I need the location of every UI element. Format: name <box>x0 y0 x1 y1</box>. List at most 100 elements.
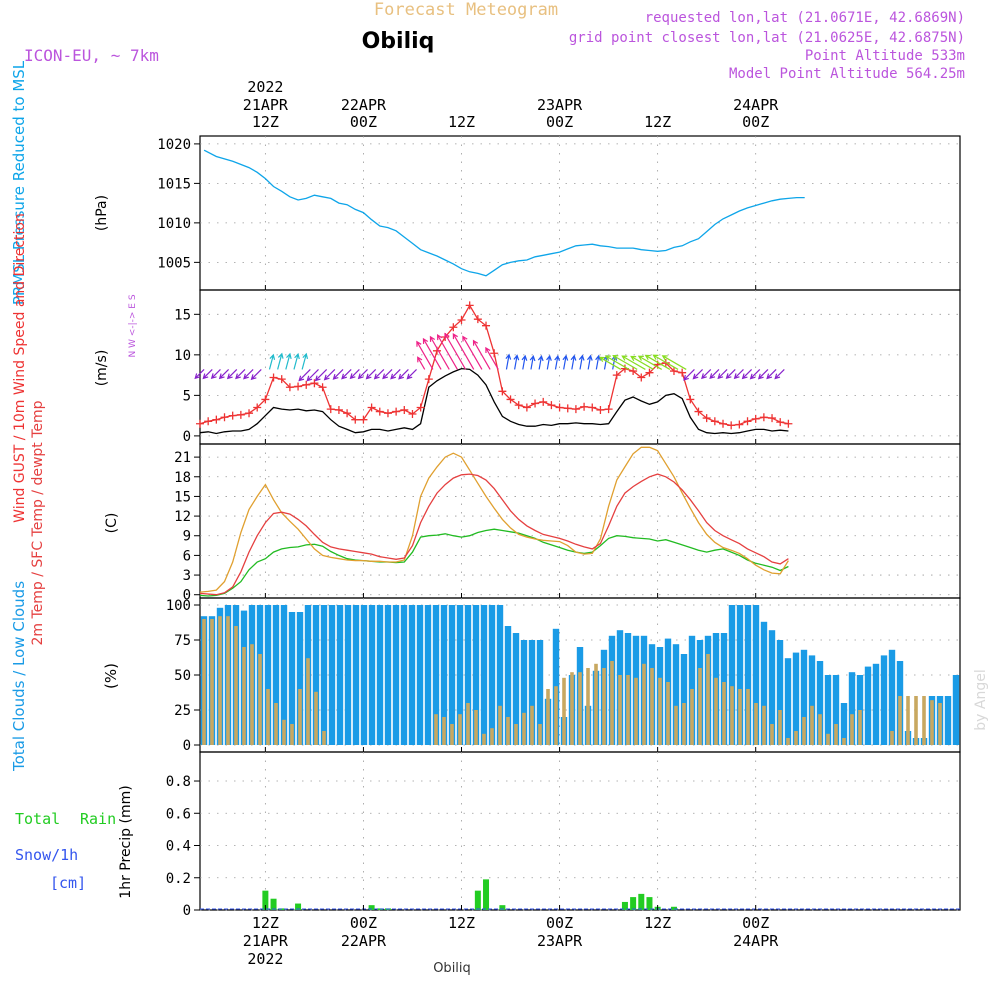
rain-bar <box>376 908 383 910</box>
low-cloud-bar <box>746 689 750 745</box>
bottom-date-label: 24APR <box>733 932 779 950</box>
total-cloud-bar <box>816 661 824 745</box>
wind-direction-arrow <box>277 352 284 370</box>
wind-label: Wind GUST / 10m Wind Speed and Direction <box>12 213 28 523</box>
wind-direction-arrow <box>546 354 552 370</box>
precip-snow-label: Snow/1h <box>15 846 78 864</box>
y-tick-label: 15 <box>174 307 191 323</box>
y-tick-label: 0.6 <box>166 806 191 822</box>
low-cloud-bar <box>242 647 246 745</box>
wind-direction-arrow <box>210 369 221 380</box>
gust-marker <box>375 407 384 416</box>
wind-direction-arrow <box>683 369 695 381</box>
low-cloud-bar <box>538 724 542 745</box>
total-cloud-bar <box>512 633 520 745</box>
total-cloud-bar <box>880 655 888 745</box>
wind-direction-arrow <box>554 354 561 370</box>
total-cloud-bar <box>440 605 448 745</box>
low-cloud-bar <box>690 689 694 745</box>
low-cloud-bar <box>938 703 942 745</box>
wind-direction-arrow <box>416 340 434 370</box>
wind-direction-arrow <box>472 339 491 370</box>
total-cloud-bar <box>328 605 336 745</box>
low-cloud-bar <box>202 619 206 745</box>
gust-marker <box>424 375 433 384</box>
total-cloud-bar <box>840 703 848 745</box>
top-date-label: 24APR <box>733 96 779 114</box>
total-cloud-bar <box>832 675 840 745</box>
gust-marker <box>383 409 392 418</box>
wind-direction-arrow <box>332 369 344 380</box>
total-cloud-bar <box>296 612 304 745</box>
total-cloud-bar <box>472 605 480 745</box>
gust-marker <box>686 395 695 404</box>
gust-marker <box>261 395 270 404</box>
y-tick-label: 0.2 <box>166 871 191 887</box>
gust-marker <box>457 315 466 324</box>
low-cloud-bar <box>754 703 758 745</box>
wind-direction-arrow <box>218 369 230 380</box>
wind-direction-arrow <box>513 354 520 370</box>
low-cloud-bar <box>306 658 310 745</box>
low-cloud-bar <box>778 710 782 745</box>
low-cloud-bar <box>898 696 902 745</box>
gust-marker <box>408 410 417 419</box>
watermark: by Angel <box>973 669 989 730</box>
bottom-time-label: 12Z <box>644 914 671 932</box>
low-cloud-bar <box>738 689 742 745</box>
total-cloud-bar <box>744 605 752 745</box>
rain-bar <box>483 879 490 910</box>
low-cloud-bar <box>210 619 214 745</box>
wind-speed-line <box>199 367 789 435</box>
low-cloud-bar <box>474 710 478 745</box>
total-cloud-bar <box>320 605 328 745</box>
wind-direction-arrow <box>301 352 309 370</box>
low-cloud-bar <box>290 724 294 745</box>
grid-point-coords: grid point closest lon,lat (21.0625E, 42… <box>569 30 965 46</box>
low-cloud-bar <box>642 663 646 745</box>
gust-marker <box>334 405 343 414</box>
wind-direction-arrow <box>701 369 712 380</box>
low-cloud-bar <box>914 696 918 745</box>
temp-unit: (C) <box>104 513 120 534</box>
gust-marker <box>531 399 540 408</box>
y-tick-label: 0.8 <box>166 774 191 790</box>
total-cloud-bar <box>776 640 784 745</box>
wind-direction-arrow <box>398 369 409 380</box>
y-tick-label: 21 <box>174 450 191 466</box>
wind-direction-arrow <box>314 369 328 382</box>
temp-2m-line <box>199 473 789 596</box>
low-cloud-bar <box>682 703 686 745</box>
total-cloud-bar <box>536 640 544 745</box>
low-cloud-bar <box>674 705 678 745</box>
pressure-unit: (hPa) <box>94 195 110 231</box>
low-cloud-bar <box>666 682 670 745</box>
total-cloud-bar <box>312 605 320 745</box>
low-cloud-bar <box>722 682 726 745</box>
gust-marker <box>220 413 229 422</box>
bottom-time-label: 00Z <box>742 914 769 932</box>
rain-bar <box>621 901 628 910</box>
wind-direction-arrow <box>357 369 368 380</box>
total-cloud-bar <box>528 640 536 745</box>
low-cloud-bar <box>434 714 438 745</box>
y-tick-label: 25 <box>174 703 191 719</box>
total-cloud-bar <box>368 605 376 745</box>
y-tick-label: 100 <box>166 598 191 614</box>
cloud-unit: (%) <box>102 663 120 689</box>
low-cloud-bar <box>218 616 222 745</box>
gust-marker <box>269 373 278 382</box>
gust-marker <box>604 405 613 414</box>
low-cloud-bar <box>850 714 854 745</box>
wind-direction-arrow <box>235 369 246 380</box>
pressure-line <box>203 149 805 277</box>
total-cloud-bar <box>376 605 384 745</box>
wind-direction-arrow <box>505 353 512 370</box>
wind-direction-arrow <box>598 356 622 370</box>
total-cloud-bar <box>520 640 528 745</box>
wind-direction-arrow <box>293 352 300 370</box>
sfc-temp-line <box>199 446 789 593</box>
gust-marker <box>294 382 303 391</box>
wind-direction-arrow <box>194 369 205 380</box>
